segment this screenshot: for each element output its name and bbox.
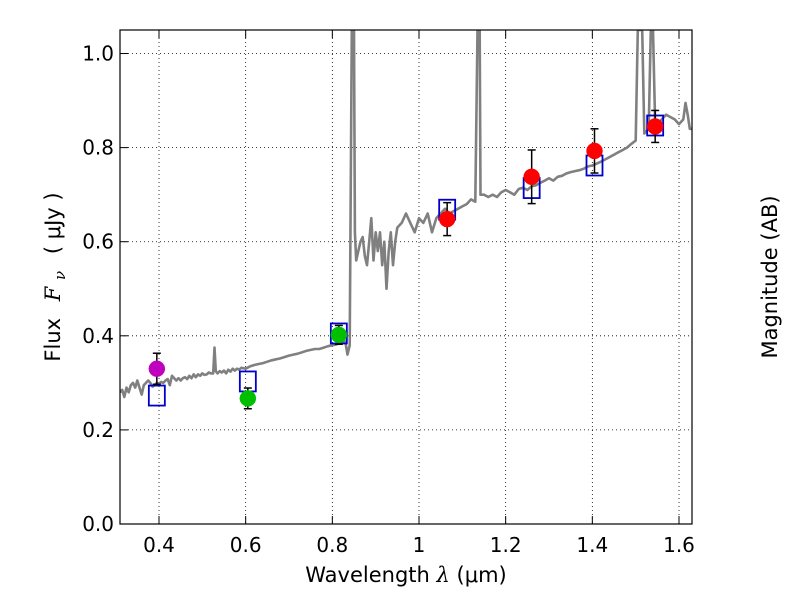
x-axis-label-text: Wavelength [305,563,430,587]
x-axis-label: Wavelength λ (μm) [305,563,506,587]
y-axis-label: Flux F ν ( μJy ) [41,192,70,361]
y-axis-label-f: F [41,285,65,302]
y-axis-ticks: 0.0 0.2 0.4 0.6 0.8 1.0 [82,42,128,536]
model-marker-0 [147,384,166,407]
observed-photometry-markers [148,109,664,410]
plot-frame [119,29,693,525]
model-photometry-markers [147,114,665,407]
x-tick-label-5: 1.4 [576,533,608,557]
observed-point-4 [523,168,540,186]
x-axis-label-unit: (μm) [457,563,507,587]
y-axis-label-nu: ν [51,271,69,280]
observed-point-5 [586,142,603,160]
x-axis-ticks: 0.4 0.6 0.8 1 1.2 1.4 1.6 [143,30,695,557]
observed-point-2 [330,326,348,344]
y-tick-label-3: 0.6 [82,230,114,254]
grid-lines [120,30,692,525]
y-tick-label-0: 0.0 [82,512,114,536]
y-tick-label-5: 1.0 [82,42,114,66]
x-tick-label-3: 1 [413,533,426,557]
observed-point-6 [646,118,664,135]
y-axis-label-unit: ( μJy ) [41,192,65,254]
model-spectrum-line [120,30,692,399]
observed-point-1 [239,390,257,407]
observed-point-0 [148,360,166,377]
y-axis-label-flux: Flux [41,318,65,362]
x-tick-label-0: 0.4 [143,533,175,557]
magnitude-axis-label: Magnitude (AB) [758,195,782,358]
x-tick-label-6: 1.6 [663,533,695,557]
x-axis-label-lambda: λ [436,563,450,587]
observed-point-3 [438,210,456,228]
x-tick-label-1: 0.6 [230,533,262,557]
y-tick-label-4: 0.8 [82,136,114,160]
y-tick-label-2: 0.4 [82,324,114,348]
x-tick-label-4: 1.2 [490,533,522,557]
x-tick-label-2: 0.8 [316,533,348,557]
y-tick-label-1: 0.2 [82,418,114,442]
